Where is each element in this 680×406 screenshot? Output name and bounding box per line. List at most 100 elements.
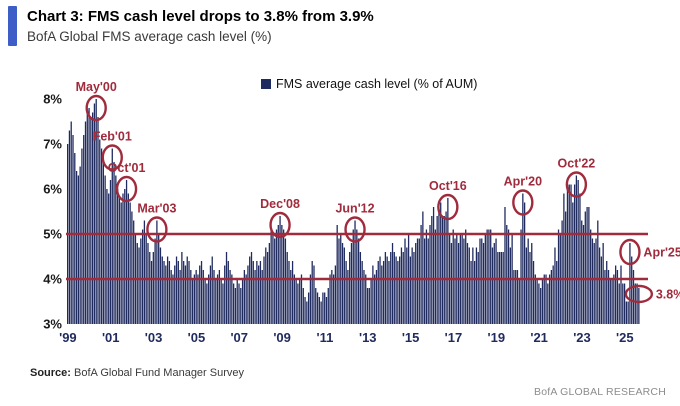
bar bbox=[277, 225, 279, 324]
bar bbox=[632, 270, 635, 324]
bar bbox=[208, 274, 210, 324]
bar bbox=[440, 202, 442, 324]
bar bbox=[623, 283, 626, 324]
bar bbox=[245, 274, 247, 324]
bar bbox=[390, 252, 392, 324]
bar bbox=[384, 252, 387, 324]
bar bbox=[265, 247, 267, 324]
bar bbox=[590, 229, 592, 324]
bar bbox=[366, 288, 369, 324]
bar bbox=[166, 256, 169, 324]
annotation-label: May'00 bbox=[76, 80, 117, 94]
bar bbox=[523, 202, 526, 324]
bar bbox=[156, 220, 158, 324]
annotation-circle bbox=[344, 216, 366, 243]
bar bbox=[525, 247, 528, 324]
annotation-circle bbox=[437, 193, 459, 221]
annotation-circle bbox=[146, 216, 168, 243]
page-title: Chart 3: FMS cash level drops to 3.8% fr… bbox=[27, 8, 374, 25]
bar bbox=[300, 274, 303, 324]
source-line: Source: BofA Global Fund Manager Survey bbox=[30, 367, 244, 379]
bar bbox=[243, 270, 246, 324]
bar bbox=[425, 229, 428, 324]
annotation-circle bbox=[101, 144, 123, 171]
y-tick-label: 6% bbox=[43, 182, 62, 197]
bar bbox=[515, 270, 517, 324]
page-subtitle: BofA Global FMS average cash level (%) bbox=[27, 29, 272, 45]
x-tick-label: '07 bbox=[230, 330, 248, 345]
bar bbox=[622, 283, 624, 324]
bar bbox=[140, 238, 142, 324]
x-tick-label: '11 bbox=[317, 330, 334, 345]
bar bbox=[236, 279, 238, 324]
bar bbox=[350, 243, 353, 324]
bar bbox=[332, 274, 335, 324]
bar bbox=[591, 238, 594, 324]
bar bbox=[418, 238, 420, 324]
annotation-circle bbox=[115, 175, 138, 203]
bar bbox=[282, 229, 285, 324]
bar bbox=[275, 229, 278, 324]
bar bbox=[341, 243, 344, 324]
annotation-circle bbox=[269, 211, 291, 239]
bar bbox=[427, 238, 429, 324]
bar bbox=[431, 216, 433, 324]
source-text: BofA Global Fund Manager Survey bbox=[70, 367, 245, 379]
bar bbox=[293, 274, 295, 324]
bar bbox=[554, 247, 556, 324]
bar bbox=[602, 243, 604, 324]
bar bbox=[573, 184, 576, 324]
bar bbox=[370, 279, 372, 324]
bar bbox=[343, 247, 345, 324]
bar bbox=[434, 229, 437, 324]
bar bbox=[227, 261, 229, 324]
bar bbox=[386, 256, 388, 324]
bar bbox=[108, 193, 110, 324]
bar bbox=[457, 243, 460, 324]
bar bbox=[290, 270, 292, 324]
bar bbox=[150, 261, 153, 324]
bar bbox=[291, 261, 294, 324]
bar bbox=[481, 238, 483, 324]
bar bbox=[75, 171, 78, 324]
bar bbox=[529, 252, 531, 324]
bar bbox=[124, 189, 126, 324]
bar bbox=[118, 198, 121, 324]
bar bbox=[429, 225, 431, 324]
bar bbox=[354, 220, 356, 324]
bar bbox=[241, 279, 244, 324]
bar bbox=[495, 238, 497, 324]
bar bbox=[222, 283, 224, 324]
bar bbox=[374, 274, 376, 324]
bar bbox=[547, 283, 549, 324]
y-tick-label: 5% bbox=[43, 227, 62, 242]
bar bbox=[379, 256, 381, 324]
bar bbox=[509, 247, 511, 324]
bar bbox=[188, 261, 190, 324]
annotation-circle bbox=[565, 171, 588, 198]
bar bbox=[268, 243, 270, 324]
legend-label: FMS average cash level (% of AUM) bbox=[276, 77, 478, 91]
bar bbox=[406, 247, 408, 324]
bar bbox=[613, 274, 615, 324]
bar bbox=[620, 265, 622, 324]
bar bbox=[536, 279, 538, 324]
bar bbox=[465, 229, 467, 324]
bar bbox=[288, 261, 290, 324]
bar bbox=[111, 148, 113, 324]
bar bbox=[566, 184, 569, 324]
bar bbox=[470, 261, 472, 324]
bar bbox=[638, 288, 640, 324]
bar bbox=[325, 297, 328, 324]
bar bbox=[297, 283, 299, 324]
bar bbox=[365, 274, 367, 324]
bar bbox=[72, 135, 74, 324]
x-tick-label: '15 bbox=[402, 330, 420, 345]
bar bbox=[490, 229, 492, 324]
bar bbox=[295, 279, 297, 324]
bar bbox=[377, 261, 379, 324]
bar bbox=[607, 270, 610, 324]
bar bbox=[304, 297, 306, 324]
bar bbox=[500, 252, 503, 324]
bar bbox=[259, 261, 262, 324]
